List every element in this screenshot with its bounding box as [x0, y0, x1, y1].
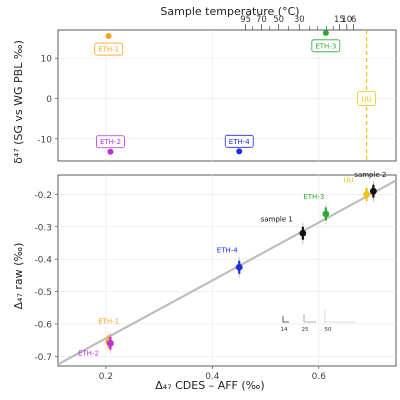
- bottom-point-label: ETH-2: [78, 349, 99, 357]
- bottom-x-tick-label: 0.2: [99, 372, 113, 382]
- top-point-label: ETH-4: [229, 138, 250, 146]
- top-point-label: ETH-3: [315, 42, 336, 50]
- top-axis-tick-label: 10: [341, 15, 352, 25]
- top-label-box: [94, 42, 124, 56]
- regression-line: [58, 179, 396, 366]
- top-point-eth-3: [322, 29, 329, 36]
- bottom-y-axis-label: Δ₄₇ raw (‰): [12, 243, 25, 310]
- bottom-point-uu: [363, 191, 370, 198]
- top-axis-tick-label: 30: [294, 15, 305, 25]
- bottom-point-sample-2: [369, 187, 377, 195]
- bottom-y-tick-label: -0.6: [34, 320, 52, 330]
- top-y-tick-label: -10: [37, 135, 52, 145]
- bottom-y-tick-label: -0.7: [34, 353, 52, 363]
- bottom-x-tick-label: 0.4: [205, 372, 220, 382]
- bottom-point-label: sample 2: [354, 171, 386, 179]
- bottom-point-label: ETH-3: [303, 193, 324, 201]
- bottom-point-eth-3: [322, 210, 330, 218]
- top-axis-title: Sample temperature (°C): [160, 5, 299, 18]
- size-legend-mark: [303, 314, 316, 323]
- size-legend-mark: [324, 310, 355, 323]
- top-axis-tick-label: 15: [334, 15, 345, 25]
- size-legend: 14 25 50: [281, 310, 355, 333]
- top-axis-tick-label: 50: [273, 15, 284, 25]
- size-legend-label: 25: [302, 327, 309, 333]
- size-legend-label: 50: [325, 327, 332, 333]
- top-point-eth-4: [236, 148, 243, 155]
- top-point-label: ETH-2: [100, 138, 121, 146]
- top-point-eth-1: [105, 33, 112, 40]
- bottom-point-label: ETH-1: [98, 318, 119, 326]
- top-y-tick-label: 0: [46, 95, 52, 105]
- bottom-point-eth-2: [107, 339, 114, 347]
- top-axis-tick-label: 70: [256, 15, 267, 25]
- bottom-x-tick-label: 0.6: [312, 372, 327, 382]
- bottom-point-label: ETH-4: [217, 246, 238, 254]
- top-axis-tick-label: 95: [240, 15, 251, 25]
- bottom-point-label: UU: [343, 176, 353, 184]
- top-point-eth-2: [107, 148, 114, 155]
- top-label-box: [311, 39, 341, 53]
- bottom-y-tick-label: -0.2: [34, 191, 52, 201]
- top-label-box: [224, 134, 254, 148]
- top-axis-tick-label: 6: [351, 15, 356, 25]
- bottom-panel: -0.7 -0.6 -0.5 -0.4 -0.3 -0.2 0.2 0.4 0.6 ETH-1 ET…: [34, 171, 397, 382]
- top-label-box: [96, 135, 125, 149]
- bottom-x-axis-label: Δ₄₇ CDES – AFF (‰): [155, 379, 264, 392]
- bottom-y-tick-label: -0.3: [34, 223, 52, 233]
- bottom-point-label: sample 1: [261, 215, 293, 223]
- size-legend-label: 14: [281, 327, 288, 333]
- top-y-tick-label: 10: [41, 55, 53, 65]
- bottom-point-eth-4: [235, 263, 243, 271]
- top-label-box: [357, 91, 376, 106]
- bottom-y-tick-label: -0.5: [34, 288, 52, 298]
- bottom-y-tick-label: -0.4: [34, 256, 52, 266]
- top-point-label: UU: [361, 96, 371, 104]
- top-y-axis-label: δ⁴⁷ (SG vs WG PBL ‰): [12, 40, 25, 164]
- size-legend-mark: [282, 316, 289, 323]
- top-point-label: ETH-1: [98, 46, 119, 54]
- bottom-point-sample-1: [299, 229, 307, 237]
